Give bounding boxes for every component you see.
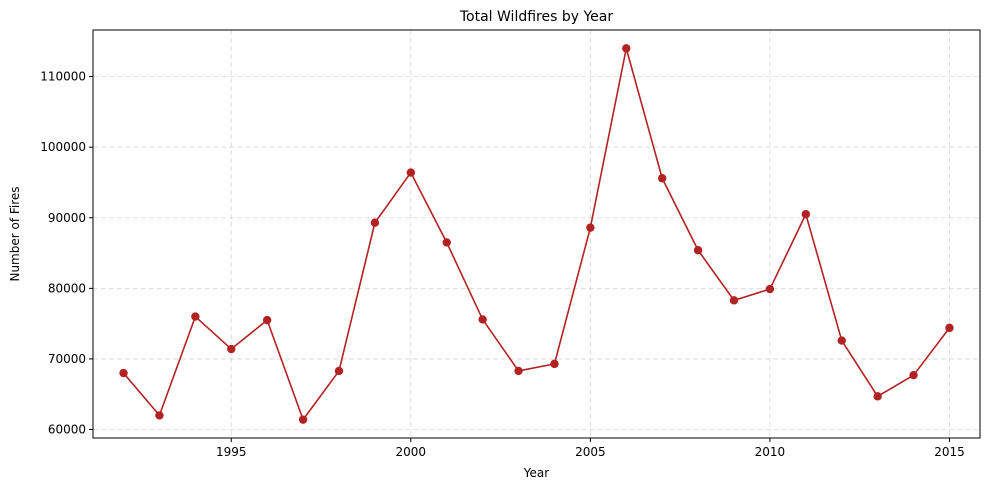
y-tick-label: 90000 [48,211,86,225]
data-point [550,359,559,369]
data-point [334,366,344,376]
data-point [657,174,667,183]
data-point [729,296,739,305]
data-point [370,218,380,227]
x-tick-label: 2000 [396,445,427,459]
data-point [622,44,631,53]
data-point [873,392,882,401]
data-point [119,368,128,378]
data-point [693,246,703,255]
y-tick-label: 110000 [40,70,86,84]
x-axis-label: Year [523,466,549,480]
y-tick-label: 70000 [48,352,86,366]
y-tick-label: 100000 [40,140,86,154]
series-line [122,47,951,421]
data-point [298,415,308,424]
data-point [262,315,272,325]
x-tick-label: 2015 [934,445,965,459]
y-tick-label: 80000 [48,281,86,295]
x-tick-label: 1995 [216,445,247,459]
data-point [155,411,164,420]
data-point [909,370,918,380]
series-layer [119,44,954,424]
x-tick-label: 2010 [755,445,786,459]
y-axis-label: Number of Fires [8,186,22,281]
data-point [442,238,451,247]
data-point [227,344,236,354]
data-point [765,284,775,294]
data-point [514,366,523,376]
data-point [945,323,954,333]
ticks: 1995 2000 2005 2010 2015 60000 70000 80000 90000… [40,70,965,459]
data-point [406,168,416,177]
grid [93,30,980,438]
y-tick-label: 60000 [48,423,86,437]
data-point [801,210,811,219]
chart-title: Total Wildfires by Year [459,9,613,25]
x-tick-label: 2005 [575,445,606,459]
data-point [478,315,487,324]
data-point [837,336,846,345]
plot-frame [92,29,981,439]
data-point [191,312,200,321]
data-point [586,223,595,232]
